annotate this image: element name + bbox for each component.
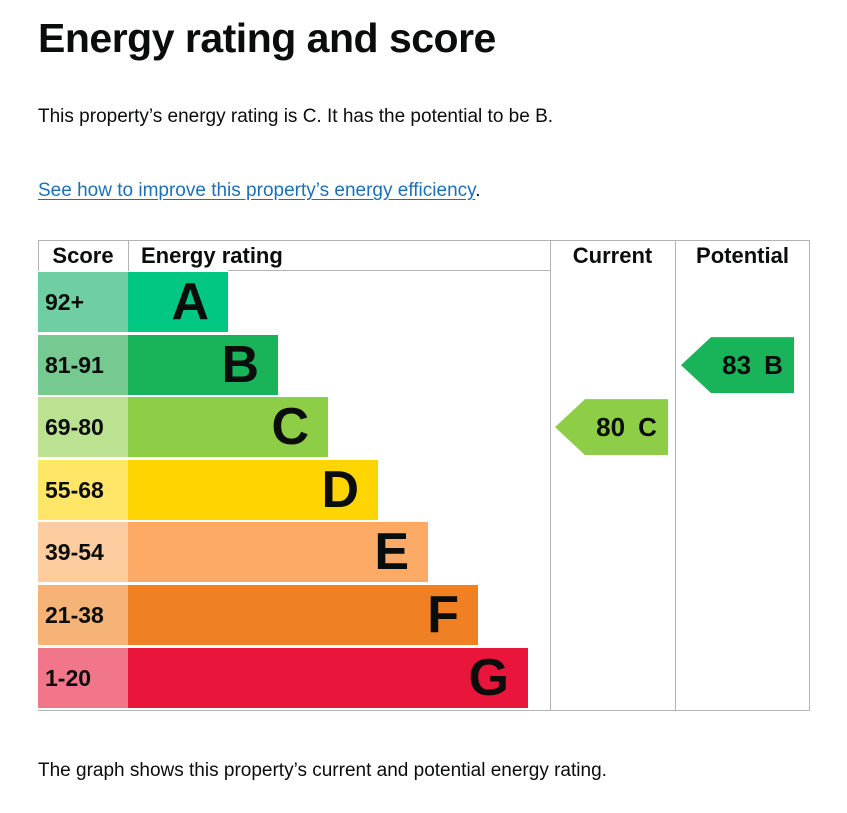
table-top-border <box>38 240 810 242</box>
score-range-b: 81-91 <box>38 335 128 396</box>
column-header-potential: Potential <box>696 243 789 269</box>
improve-efficiency-link[interactable]: See how to improve this property’s energ… <box>38 179 476 201</box>
band-row-d: 55-68 D <box>38 460 810 521</box>
epc-page: Energy rating and score This property’s … <box>0 15 847 783</box>
score-column-divider <box>128 240 129 272</box>
current-column-divider <box>550 240 551 712</box>
band-bar-b: B <box>128 335 278 396</box>
score-range-c: 69-80 <box>38 397 128 458</box>
band-row-e: 39-54 E <box>38 522 810 583</box>
column-header-current: Current <box>572 243 653 269</box>
score-range-a: 92+ <box>38 272 128 333</box>
score-range-g: 1-20 <box>38 648 128 709</box>
score-range-f: 21-38 <box>38 585 128 646</box>
current-score-value: 80 <box>596 411 626 442</box>
band-bar-e: E <box>128 522 428 583</box>
header-left-border <box>38 240 39 272</box>
band-row-a: 92+ A <box>38 272 810 333</box>
table-bottom-border <box>38 710 810 712</box>
score-range-d: 55-68 <box>38 460 128 521</box>
potential-score-value: 83 <box>722 349 752 380</box>
score-range-e: 39-54 <box>38 522 128 583</box>
page-title: Energy rating and score <box>38 15 496 61</box>
sentence-period: . <box>475 179 481 201</box>
graph-caption: The graph shows this property’s current … <box>38 760 607 782</box>
band-bar-a: A <box>128 272 228 333</box>
current-rating-letter: C <box>638 411 657 442</box>
band-row-b: 81-91 B <box>38 335 810 396</box>
band-row-c: 69-80 C <box>38 397 810 458</box>
band-bar-c: C <box>128 397 328 458</box>
improve-sentence: See how to improve this property’s energ… <box>38 178 810 203</box>
potential-rating-letter: B <box>764 349 783 380</box>
header-bottom-border <box>228 270 550 272</box>
band-bar-g: G <box>128 648 528 709</box>
potential-column-divider <box>675 240 676 712</box>
column-header-score: Score <box>52 243 114 269</box>
band-bar-f: F <box>128 585 478 646</box>
band-row-g: 1-20 G <box>38 648 810 709</box>
column-header-energy-rating: Energy rating <box>141 243 283 269</box>
rating-summary-text: This property’s energy rating is C. It h… <box>38 105 554 127</box>
band-row-f: 21-38 F <box>38 585 810 646</box>
band-bar-d: D <box>128 460 378 521</box>
table-right-border <box>809 240 810 712</box>
energy-rating-graph: Score Energy rating Current Potential 92… <box>38 240 810 712</box>
